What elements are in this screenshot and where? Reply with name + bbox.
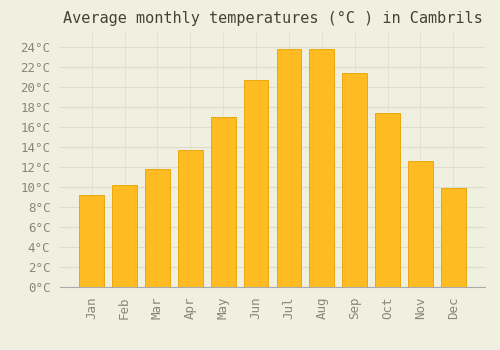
Bar [310, 49, 334, 287]
Bar [211, 117, 236, 287]
Bar [441, 188, 466, 287]
Bar [408, 161, 433, 287]
Bar [342, 72, 367, 287]
Bar [276, 49, 301, 287]
Bar [244, 79, 268, 287]
Bar [178, 150, 203, 287]
Bar [80, 195, 104, 287]
Bar [376, 113, 400, 287]
Title: Average monthly temperatures (°C ) in Cambrils: Average monthly temperatures (°C ) in Ca… [62, 11, 482, 26]
Bar [112, 185, 137, 287]
Bar [145, 169, 170, 287]
